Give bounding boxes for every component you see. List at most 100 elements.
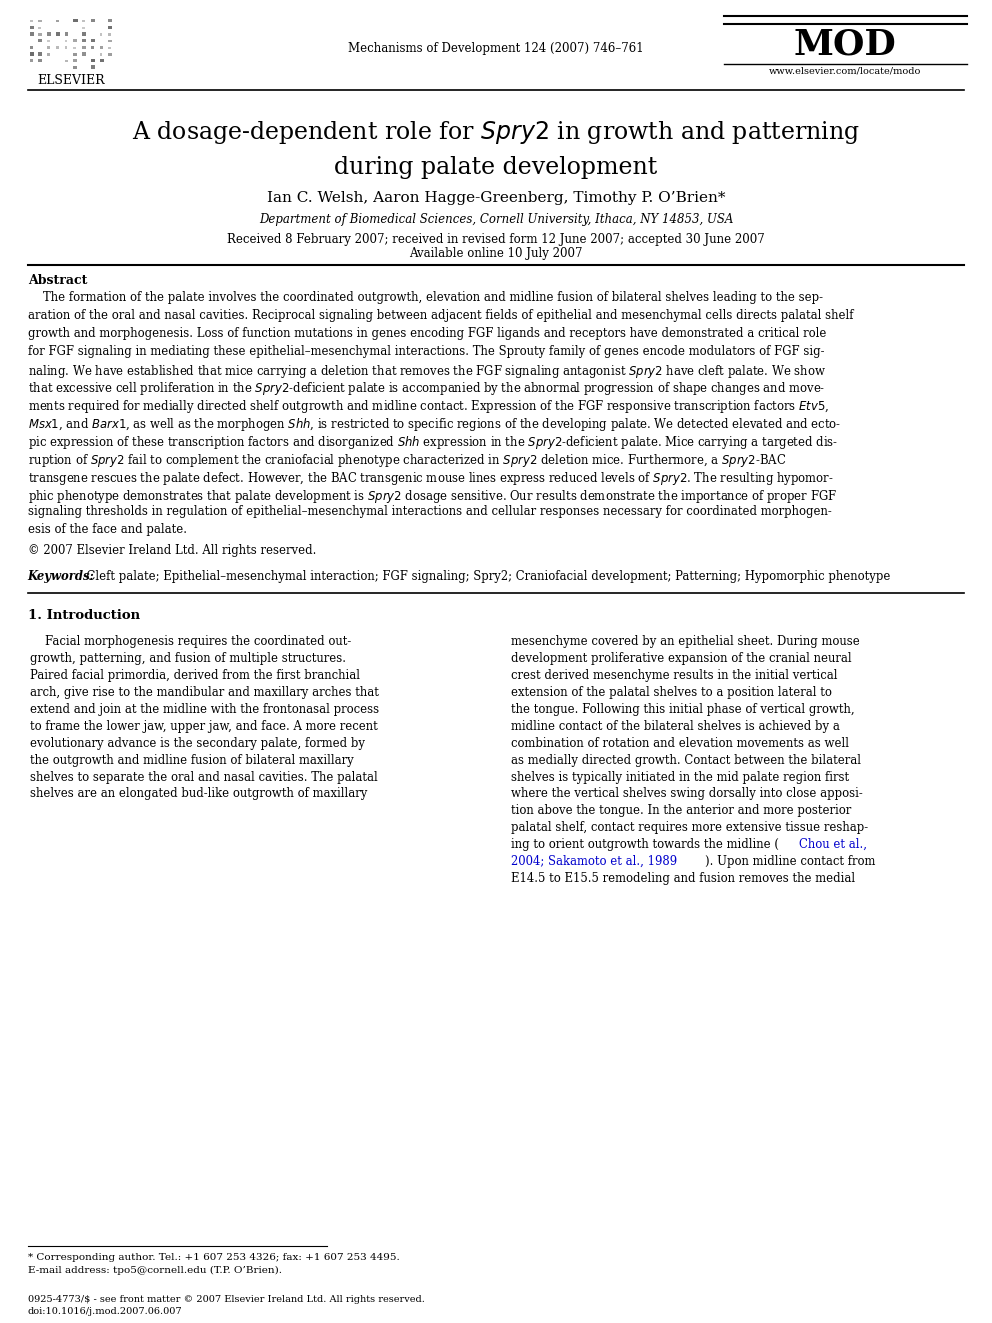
Bar bbox=[39, 20, 43, 22]
Text: Facial morphogenesis requires the coordinated out-: Facial morphogenesis requires the coordi… bbox=[30, 635, 351, 648]
Bar bbox=[108, 26, 111, 29]
Bar bbox=[39, 26, 43, 29]
Bar bbox=[108, 58, 112, 62]
Text: tion above the tongue. In the anterior and more posterior: tion above the tongue. In the anterior a… bbox=[511, 804, 851, 818]
Text: crest derived mesenchyme results in the initial vertical: crest derived mesenchyme results in the … bbox=[511, 669, 837, 681]
Text: extension of the palatal shelves to a position lateral to: extension of the palatal shelves to a po… bbox=[511, 685, 831, 699]
Bar bbox=[108, 52, 112, 56]
Text: extend and join at the midline with the frontonasal process: extend and join at the midline with the … bbox=[30, 703, 379, 716]
Bar bbox=[30, 33, 33, 36]
Bar bbox=[73, 26, 76, 29]
Bar bbox=[73, 46, 76, 49]
Bar bbox=[39, 66, 43, 69]
Bar bbox=[91, 66, 94, 69]
Bar bbox=[39, 60, 42, 62]
Bar bbox=[73, 33, 76, 36]
Bar bbox=[56, 33, 60, 36]
Text: 0925-4773/$ - see front matter © 2007 Elsevier Ireland Ltd. All rights reserved.: 0925-4773/$ - see front matter © 2007 El… bbox=[28, 1295, 425, 1304]
Text: shelves are an elongated bud-like outgrowth of maxillary: shelves are an elongated bud-like outgro… bbox=[30, 787, 367, 800]
Text: that excessive cell proliferation in the $\mathit{Spry2}$-deficient palate is ac: that excessive cell proliferation in the… bbox=[28, 381, 825, 397]
Text: Received 8 February 2007; received in revised form 12 June 2007; accepted 30 Jun: Received 8 February 2007; received in re… bbox=[227, 233, 765, 246]
Text: doi:10.1016/j.mod.2007.06.007: doi:10.1016/j.mod.2007.06.007 bbox=[28, 1307, 183, 1316]
Bar bbox=[28, 17, 115, 70]
Text: www.elsevier.com/locate/modo: www.elsevier.com/locate/modo bbox=[769, 66, 922, 75]
Bar bbox=[48, 25, 52, 29]
Text: ). Upon midline contact from: ). Upon midline contact from bbox=[705, 855, 876, 868]
Bar bbox=[30, 66, 33, 69]
Bar bbox=[30, 53, 33, 56]
Text: esis of the face and palate.: esis of the face and palate. bbox=[28, 523, 186, 536]
Text: Department of Biomedical Sciences, Cornell University, Ithaca, NY 14853, USA: Department of Biomedical Sciences, Corne… bbox=[259, 213, 733, 226]
Text: shelves to separate the oral and nasal cavities. The palatal: shelves to separate the oral and nasal c… bbox=[30, 770, 378, 783]
Bar bbox=[99, 40, 102, 42]
Bar bbox=[108, 46, 111, 49]
Text: signaling thresholds in regulation of epithelial–mesenchymal interactions and ce: signaling thresholds in regulation of ep… bbox=[28, 505, 831, 519]
Text: ruption of $\mathit{Spry2}$ fail to complement the craniofacial phenotype charac: ruption of $\mathit{Spry2}$ fail to comp… bbox=[28, 451, 786, 468]
Text: evolutionary advance is the secondary palate, formed by: evolutionary advance is the secondary pa… bbox=[30, 737, 365, 750]
Bar bbox=[108, 40, 112, 42]
Bar bbox=[64, 52, 68, 56]
Text: ing to orient outgrowth towards the midline (: ing to orient outgrowth towards the midl… bbox=[511, 839, 779, 851]
Bar bbox=[64, 33, 67, 36]
Bar bbox=[82, 60, 86, 62]
Text: 2004; Sakamoto et al., 1989: 2004; Sakamoto et al., 1989 bbox=[511, 855, 677, 868]
Text: A dosage-dependent role for $\mathit{Spry2}$ in growth and patterning: A dosage-dependent role for $\mathit{Spr… bbox=[132, 119, 860, 146]
Bar bbox=[91, 40, 94, 42]
Text: combination of rotation and elevation movements as well: combination of rotation and elevation mo… bbox=[511, 737, 849, 750]
Bar bbox=[56, 53, 59, 56]
Bar bbox=[108, 20, 112, 22]
Bar bbox=[48, 46, 51, 49]
Text: growth, patterning, and fusion of multiple structures.: growth, patterning, and fusion of multip… bbox=[30, 652, 346, 665]
Text: aration of the oral and nasal cavities. Reciprocal signaling between adjacent fi: aration of the oral and nasal cavities. … bbox=[28, 308, 853, 321]
Bar bbox=[48, 20, 51, 22]
Bar bbox=[64, 20, 67, 22]
Text: pic expression of these transcription factors and disorganized $\mathit{Shh}$ ex: pic expression of these transcription fa… bbox=[28, 434, 838, 451]
Text: Chou et al.,: Chou et al., bbox=[799, 839, 867, 851]
Text: Paired facial primordia, derived from the first branchial: Paired facial primordia, derived from th… bbox=[30, 669, 360, 681]
Text: Ian C. Welsh, Aaron Hagge-Greenberg, Timothy P. O’Brien*: Ian C. Welsh, Aaron Hagge-Greenberg, Tim… bbox=[267, 191, 725, 205]
Bar bbox=[73, 20, 76, 22]
Bar bbox=[73, 60, 76, 62]
Text: phic phenotype demonstrates that palate development is $\mathit{Spry2}$ dosage s: phic phenotype demonstrates that palate … bbox=[28, 487, 837, 504]
Text: midline contact of the bilateral shelves is achieved by a: midline contact of the bilateral shelves… bbox=[511, 720, 840, 733]
Bar bbox=[64, 46, 67, 49]
Bar bbox=[99, 46, 103, 49]
Bar bbox=[108, 66, 111, 69]
Text: development proliferative expansion of the cranial neural: development proliferative expansion of t… bbox=[511, 652, 851, 665]
Text: Keywords:: Keywords: bbox=[28, 570, 94, 583]
Bar bbox=[82, 38, 86, 42]
Bar bbox=[99, 66, 102, 69]
Text: E14.5 to E15.5 remodeling and fusion removes the medial: E14.5 to E15.5 remodeling and fusion rem… bbox=[511, 872, 855, 885]
Text: naling. We have established that mice carrying a deletion that removes the FGF s: naling. We have established that mice ca… bbox=[28, 363, 825, 380]
Text: Available online 10 July 2007: Available online 10 July 2007 bbox=[410, 247, 582, 261]
Bar bbox=[82, 53, 85, 56]
Text: ELSEVIER: ELSEVIER bbox=[38, 74, 105, 87]
Text: $\mathit{Msx1}$, and $\mathit{Barx1}$, as well as the morphogen $\mathit{Shh}$, : $\mathit{Msx1}$, and $\mathit{Barx1}$, a… bbox=[28, 415, 841, 433]
Text: ments required for medially directed shelf outgrowth and midline contact. Expres: ments required for medially directed she… bbox=[28, 398, 829, 415]
Bar bbox=[48, 66, 51, 69]
Text: Mechanisms of Development 124 (2007) 746–761: Mechanisms of Development 124 (2007) 746… bbox=[348, 42, 644, 56]
Bar bbox=[91, 53, 94, 56]
Text: Abstract: Abstract bbox=[28, 274, 87, 287]
Text: 1. Introduction: 1. Introduction bbox=[28, 609, 140, 622]
Bar bbox=[91, 58, 94, 62]
Bar bbox=[48, 53, 51, 56]
Text: where the vertical shelves swing dorsally into close apposi-: where the vertical shelves swing dorsall… bbox=[511, 787, 863, 800]
Text: growth and morphogenesis. Loss of function mutations in genes encoding FGF ligan: growth and morphogenesis. Loss of functi… bbox=[28, 327, 826, 340]
Text: * Corresponding author. Tel.: +1 607 253 4326; fax: +1 607 253 4495.: * Corresponding author. Tel.: +1 607 253… bbox=[28, 1253, 400, 1262]
Text: to frame the lower jaw, upper jaw, and face. A more recent: to frame the lower jaw, upper jaw, and f… bbox=[30, 720, 378, 733]
Bar bbox=[82, 46, 85, 49]
Text: MOD: MOD bbox=[794, 28, 897, 62]
Text: transgene rescues the palate defect. However, the BAC transgenic mouse lines exp: transgene rescues the palate defect. How… bbox=[28, 470, 833, 487]
Bar bbox=[99, 33, 103, 36]
Bar bbox=[56, 46, 60, 49]
Text: as medially directed growth. Contact between the bilateral: as medially directed growth. Contact bet… bbox=[511, 754, 861, 766]
Bar bbox=[39, 38, 43, 42]
Text: the tongue. Following this initial phase of vertical growth,: the tongue. Following this initial phase… bbox=[511, 703, 854, 716]
Bar bbox=[56, 66, 60, 69]
Bar bbox=[56, 26, 59, 29]
Text: E-mail address: tpo5@cornell.edu (T.P. O’Brien).: E-mail address: tpo5@cornell.edu (T.P. O… bbox=[28, 1266, 282, 1275]
Text: during palate development: during palate development bbox=[334, 156, 658, 179]
Text: arch, give rise to the mandibular and maxillary arches that: arch, give rise to the mandibular and ma… bbox=[30, 685, 379, 699]
Text: palatal shelf, contact requires more extensive tissue reshap-: palatal shelf, contact requires more ext… bbox=[511, 822, 868, 835]
